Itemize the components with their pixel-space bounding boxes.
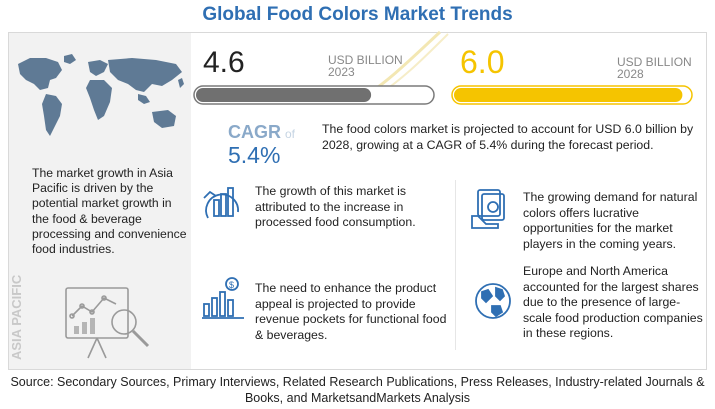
- analysis-magnifier-icon: [65, 287, 150, 359]
- page-title: Global Food Colors Market Trends: [202, 4, 513, 25]
- globe-icon: [475, 283, 511, 319]
- world-map-icon: [18, 54, 184, 136]
- bar-chart-grow-icon: [203, 187, 239, 219]
- cagr-value: 5.4%: [228, 142, 281, 168]
- value-2028: 6.0: [460, 44, 505, 80]
- point-natural-colors: The growing demand for natural colors of…: [523, 190, 698, 251]
- unit-2028: USD BILLION: [617, 55, 692, 69]
- point-processed-food: The growth of this market is attributed …: [255, 184, 416, 229]
- cagr-of: of: [285, 127, 296, 141]
- money-hand-icon: [471, 189, 505, 229]
- asia-pacific-text: The market growth in Asia Pacific is dri…: [32, 166, 187, 257]
- value-2023: 4.6: [203, 46, 245, 79]
- svg-text:$: $: [229, 280, 234, 290]
- cagr-label: CAGR: [228, 122, 281, 142]
- bar-2023: [196, 88, 372, 102]
- market-size-chart: [193, 30, 693, 105]
- point-product-appeal: The need to enhance the product appeal i…: [255, 281, 447, 342]
- svg-text:ASIA PACIFIC: ASIA PACIFIC: [9, 274, 24, 360]
- dollar-chart-icon: $: [202, 277, 244, 319]
- year-2028: 2028: [617, 67, 644, 81]
- year-2023: 2023: [328, 65, 355, 79]
- asia-pacific-vertical-label: ASIA PACIFIC: [9, 274, 24, 360]
- point-europe-north-america: Europe and North America accounted for t…: [523, 264, 703, 340]
- source-note: Source: Secondary Sources, Primary Inter…: [10, 375, 705, 405]
- unit-2023: USD BILLION: [328, 53, 403, 67]
- infographic-frame: [8, 32, 707, 370]
- column-divider: [455, 180, 456, 350]
- bar-2028: [454, 88, 683, 102]
- cagr-description: The food colors market is projected to a…: [322, 122, 694, 152]
